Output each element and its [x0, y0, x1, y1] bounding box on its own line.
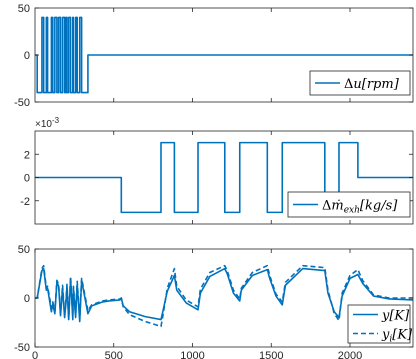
y-tick-label: 0: [24, 293, 30, 305]
axis-exponent-label: ×10-3: [35, 116, 60, 130]
y-tick-label: -50: [14, 342, 30, 354]
x-tick-label: 1500: [259, 350, 283, 359]
x-tick-label: 500: [105, 350, 123, 359]
legend: y[K] yi[K]: [347, 304, 413, 345]
y-tick-label: 50: [18, 244, 30, 256]
y-tick-label: -50: [14, 97, 30, 109]
series-line-1: [35, 16, 413, 94]
panel-2-exhaust-mass-flow: -2 0 2 ×10-3 Δṁexh[kg/s]: [20, 116, 414, 225]
legend: Δu[rpm]: [309, 70, 411, 96]
x-tick-label: 2000: [338, 350, 362, 359]
x-tick-label: 1000: [180, 350, 204, 359]
legend-label: yi[K]: [381, 328, 413, 345]
y-tick-label: 2: [24, 149, 30, 161]
y-tick-label: 50: [18, 3, 30, 15]
y-tick-label: 0: [24, 173, 30, 185]
y-tick-label: -2: [20, 196, 30, 208]
x-tick-label: 0: [32, 350, 38, 359]
legend: Δṁexh[kg/s]: [287, 191, 411, 218]
legend-label: Δu[rpm]: [344, 77, 400, 92]
panel-1-control-input: -50 0 50 Δu[rpm]: [14, 3, 414, 109]
y-tick-label: 0: [24, 50, 30, 62]
legend-label: Δṁexh[kg/s]: [322, 199, 398, 216]
series-line-2: [35, 264, 413, 328]
legend-box: [347, 304, 411, 344]
legend-label: y[K]: [381, 309, 410, 324]
